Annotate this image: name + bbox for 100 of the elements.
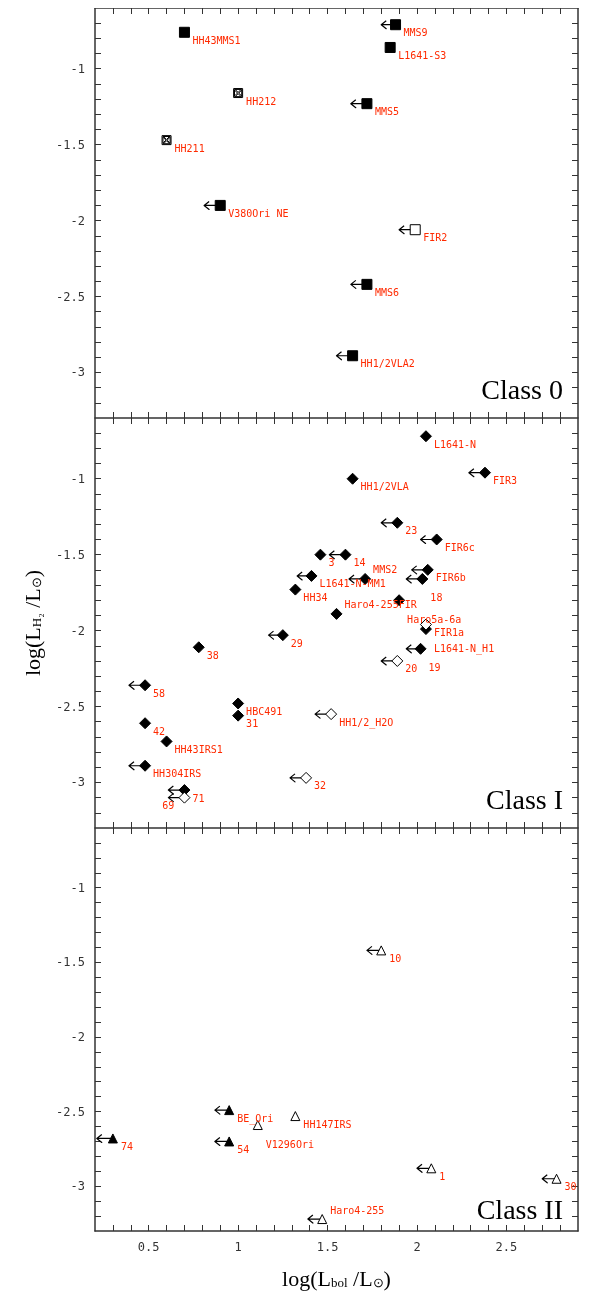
annotation: 38	[206, 649, 219, 661]
point	[214, 199, 226, 211]
y-tick-label: -1.5	[56, 137, 85, 152]
annotation: FIR6c	[444, 541, 475, 553]
annotation: BE_Ori	[237, 1112, 274, 1125]
point	[330, 607, 343, 620]
point	[430, 533, 443, 546]
point	[224, 1136, 235, 1147]
annotation: MMS5	[374, 106, 399, 118]
point	[391, 516, 404, 529]
annotation: Haro4-255	[330, 1204, 385, 1216]
annotation: FIR3	[492, 475, 518, 487]
annotation: 20	[405, 663, 418, 675]
annotation: MMS2	[373, 564, 398, 576]
annotation: FIR1a	[433, 627, 465, 639]
annotation: L1641-N	[433, 438, 477, 450]
annotation: Haro4-255FIR	[344, 599, 418, 611]
text: Class I	[486, 783, 563, 815]
x-tick-label: 0.5	[137, 1240, 160, 1254]
x-tick-label: 2	[413, 1240, 421, 1254]
annotation: 3	[328, 557, 335, 569]
y-tick-label: -1	[70, 471, 85, 486]
point	[346, 472, 359, 485]
point	[361, 278, 373, 290]
point	[390, 19, 402, 31]
y-tick-label: -2	[70, 623, 85, 638]
point	[391, 654, 404, 667]
y-tick-label: -2.5	[56, 1104, 85, 1119]
annotation: HH1/2VLA2	[360, 358, 415, 370]
x-tick-label: 2.5	[495, 1240, 518, 1254]
annotation: HH147IRS	[303, 1118, 352, 1130]
annotation: 18	[430, 592, 443, 604]
text: Class II	[476, 1193, 563, 1225]
annotation: 1	[439, 1170, 446, 1182]
annotation: L1641-N-MM1	[319, 578, 386, 590]
annotation: FIR6b	[435, 572, 466, 584]
point	[232, 709, 245, 722]
y-tick-label: -2.5	[56, 699, 85, 714]
y-tick-label: -2	[70, 213, 85, 228]
point	[305, 569, 318, 582]
point	[314, 548, 327, 561]
y-tick-label: -3	[70, 1179, 85, 1194]
y-tick-label: -1	[70, 61, 85, 76]
annotation: 31	[246, 718, 259, 730]
annotation: HH1/2_H2O	[339, 716, 394, 729]
point	[139, 679, 152, 692]
annotation: 69	[162, 800, 175, 812]
y-tick-label: -1.5	[56, 955, 85, 970]
annotation: HBC491	[246, 705, 283, 717]
annotation: HH43IRS1	[174, 743, 223, 755]
annotation: MMS6	[374, 286, 399, 298]
annotation: L1641-S3	[398, 49, 447, 61]
x-axis-title: log(Lbol /L⊙)	[282, 1265, 391, 1291]
point	[478, 466, 491, 479]
annotation: 23	[405, 525, 418, 537]
y-tick-label: -1.5	[56, 547, 85, 562]
point	[414, 642, 427, 655]
annotation: 42	[153, 725, 166, 737]
y-tick-label: -3	[70, 365, 85, 380]
annotation: Haro5a-6a	[407, 613, 462, 625]
point	[361, 98, 373, 110]
annotation: HH34	[303, 592, 328, 604]
annotation: HH304IRS	[153, 768, 202, 780]
point	[161, 135, 172, 146]
point	[224, 1105, 235, 1116]
annotation: FIR2	[423, 232, 448, 244]
annotation: HH43MMS1	[192, 34, 241, 46]
point	[409, 224, 421, 236]
point	[192, 641, 205, 654]
annotation: 10	[389, 952, 402, 964]
text: Class 0	[481, 373, 564, 405]
annotation: 19	[428, 662, 441, 674]
point	[178, 26, 190, 38]
annotation: 58	[153, 687, 166, 699]
x-tick-label: 1.5	[316, 1240, 339, 1254]
point	[384, 41, 396, 53]
annotation: 54	[237, 1143, 250, 1155]
point	[178, 791, 191, 804]
annotation: HH1/2VLA	[360, 481, 409, 493]
annotation: 32	[314, 780, 327, 792]
point	[160, 735, 173, 748]
y-tick-label: -1	[70, 880, 85, 895]
point	[421, 563, 434, 576]
x-tick-label: 1	[234, 1240, 242, 1254]
point	[233, 88, 244, 99]
y-tick-label: -2.5	[56, 289, 85, 304]
point	[139, 759, 152, 772]
point	[276, 629, 289, 642]
y-axis-title: log(LH₂ /L⊙)	[19, 569, 45, 677]
annotation: V380Ori NE	[228, 207, 289, 219]
point	[347, 350, 359, 362]
annotation: HH211	[174, 142, 205, 154]
point	[232, 697, 245, 710]
point	[107, 1133, 118, 1144]
point	[139, 717, 152, 730]
annotation: 29	[290, 637, 303, 649]
y-tick-label: -3	[70, 775, 85, 790]
annotation: MMS9	[403, 27, 428, 39]
point	[289, 583, 302, 596]
y-tick-label: -2	[70, 1029, 85, 1044]
